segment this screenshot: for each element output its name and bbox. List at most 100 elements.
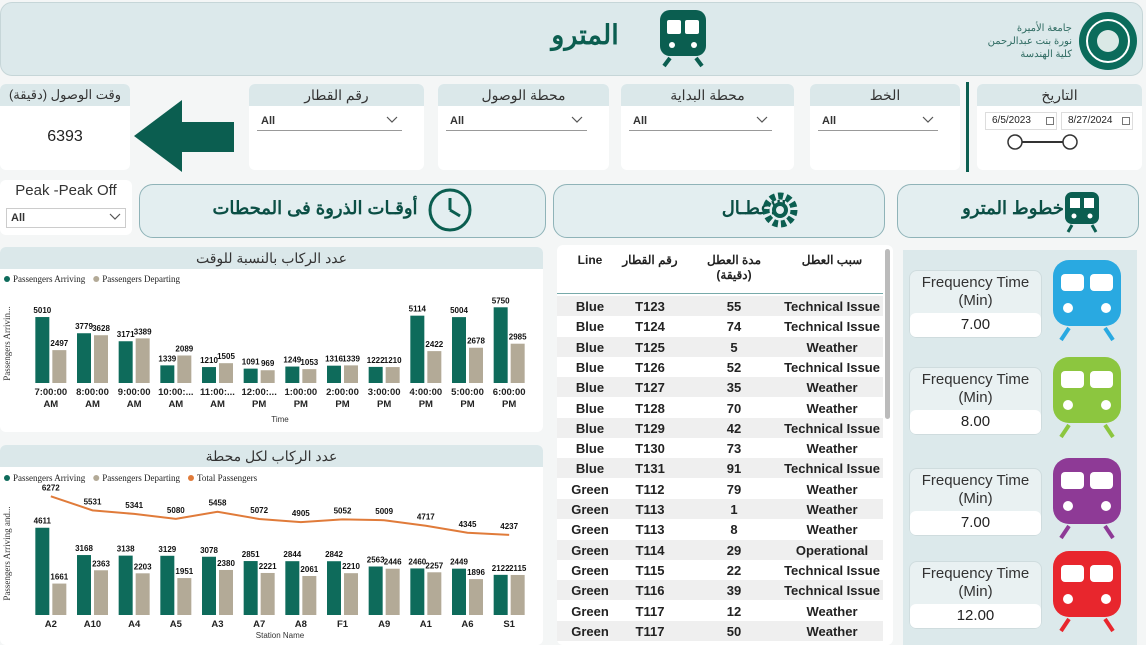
dropdown[interactable]: All bbox=[6, 208, 126, 228]
table-row bbox=[557, 377, 883, 398]
data-label: 2089 bbox=[175, 344, 193, 353]
bar bbox=[35, 527, 50, 615]
train-icon bbox=[1053, 260, 1121, 342]
section-header[interactable]: أوقـات الذروة فى المحطات bbox=[139, 184, 546, 238]
train-window bbox=[1061, 274, 1084, 291]
data-label: 2563 bbox=[367, 556, 385, 565]
chevron-line bbox=[922, 116, 934, 123]
train-leg bbox=[1103, 423, 1115, 439]
x-axis-title: Time bbox=[271, 415, 289, 424]
chart: Passengers Arriving Passengers Departing T… bbox=[2, 274, 527, 424]
data-label: 5072 bbox=[250, 506, 268, 515]
dropdown[interactable]: All bbox=[446, 112, 587, 131]
frequency-label: Frequency Time (Min) bbox=[921, 371, 1030, 406]
card-header: محطة البداية bbox=[621, 84, 794, 106]
table-cell: T123 bbox=[635, 299, 665, 314]
data-label: 2678 bbox=[467, 337, 485, 346]
dropdown-chevron bbox=[109, 213, 121, 220]
section-header[interactable]: خطوط المترو bbox=[897, 184, 1139, 238]
x-tick-label: A2 bbox=[44, 619, 57, 630]
table-cell: 39 bbox=[726, 583, 742, 599]
bar bbox=[160, 365, 175, 383]
section-title: الاعطـال bbox=[721, 198, 787, 218]
calendar-icon bbox=[1122, 117, 1130, 125]
card-header: عدد الركاب لكل محطة bbox=[0, 445, 543, 467]
data-label: 2842 bbox=[325, 550, 343, 559]
table-cell: T113 bbox=[635, 522, 665, 538]
kpi-card: وقت الوصول (دقيقة) 6393 bbox=[0, 84, 130, 170]
table-panel: Line رقم القطار مدة العطل (دقيقة) سبب العطل… bbox=[557, 245, 893, 645]
chevron-line bbox=[109, 213, 121, 220]
table-cell: Green bbox=[571, 522, 609, 538]
data-label: 2257 bbox=[425, 561, 443, 570]
bar bbox=[452, 568, 466, 615]
table-cell: Technical Issue bbox=[784, 299, 880, 314]
dropdown[interactable]: All bbox=[818, 112, 938, 131]
chevron-line bbox=[571, 116, 583, 123]
table-cell: T131 bbox=[635, 461, 665, 477]
card-header: التاريخ bbox=[977, 84, 1142, 106]
slider-handle[interactable] bbox=[1007, 134, 1023, 150]
frequency-label: Frequency Time (Min) bbox=[921, 472, 1030, 507]
table-cell: T115 bbox=[635, 562, 665, 578]
card-header: عدد الركاب بالنسبة للوقت bbox=[0, 247, 543, 269]
data-label: 3628 bbox=[92, 324, 110, 333]
calendar-icon bbox=[1046, 117, 1054, 125]
data-label: 1091 bbox=[242, 358, 260, 367]
section-header[interactable]: الاعطـال bbox=[553, 184, 885, 238]
data-label: 2203 bbox=[134, 562, 152, 571]
x-tick-label: A6 bbox=[461, 619, 474, 630]
slider-handle[interactable] bbox=[1062, 134, 1078, 150]
train-light bbox=[1101, 303, 1111, 313]
data-label: 4611 bbox=[34, 517, 52, 526]
data-label: 1339 bbox=[342, 354, 360, 363]
legend-marker bbox=[4, 276, 10, 282]
x-tick-label: S1 bbox=[503, 619, 515, 630]
card-header: وقت الوصول (دقيقة) bbox=[0, 84, 130, 106]
frequency-value-box bbox=[910, 604, 1041, 628]
bar bbox=[510, 574, 525, 615]
x-tick-label: A8 bbox=[294, 619, 307, 630]
chart-panel: عدد الركاب لكل محطة Passengers Arriving Pa… bbox=[0, 445, 543, 645]
chart-panel: عدد الركاب بالنسبة للوقت Passengers Arriv… bbox=[0, 247, 543, 432]
table-row bbox=[557, 478, 883, 499]
scrollbar bbox=[885, 249, 890, 419]
train-leg bbox=[1059, 617, 1071, 633]
card-header: رقم القطار bbox=[249, 84, 424, 106]
bar bbox=[410, 568, 425, 615]
dropdown[interactable]: All bbox=[257, 112, 402, 131]
table-row bbox=[557, 458, 883, 479]
x-tick-label: A3 bbox=[211, 619, 224, 630]
table-cell: Weather bbox=[806, 400, 858, 416]
table-cell: Blue bbox=[575, 319, 605, 335]
table-row bbox=[557, 580, 883, 601]
bar bbox=[118, 341, 133, 383]
legend-marker bbox=[93, 475, 100, 481]
data-label: 2497 bbox=[50, 339, 68, 348]
train-window bbox=[1090, 472, 1113, 489]
table-cell: Blue bbox=[575, 380, 605, 396]
table-row bbox=[557, 499, 883, 519]
bar bbox=[202, 556, 216, 615]
bar bbox=[118, 555, 133, 615]
date-input[interactable]: 6/5/2023 bbox=[985, 112, 1057, 130]
train-window bbox=[1061, 565, 1084, 582]
train-leg bbox=[1059, 524, 1071, 540]
date-input[interactable]: 8/27/2024 bbox=[1061, 112, 1133, 130]
data-label: 5009 bbox=[375, 507, 393, 516]
legend-marker bbox=[4, 475, 10, 481]
date-value: 6/5/2023 bbox=[992, 115, 1031, 126]
dropdown-chevron bbox=[386, 116, 398, 123]
bar bbox=[135, 338, 150, 383]
section-title: أوقـات الذروة فى المحطات bbox=[212, 198, 418, 218]
table-cell: T130 bbox=[635, 441, 665, 457]
bar bbox=[219, 569, 233, 615]
train-window bbox=[1061, 371, 1084, 388]
dropdown[interactable]: All bbox=[629, 112, 772, 131]
dropdown-value: All bbox=[261, 115, 276, 127]
table-cell: Weather bbox=[806, 603, 858, 619]
x-tick-label: A9 bbox=[378, 619, 391, 630]
data-label: 2380 bbox=[217, 559, 235, 568]
bar bbox=[510, 343, 525, 383]
table-cell: 74 bbox=[726, 319, 742, 335]
